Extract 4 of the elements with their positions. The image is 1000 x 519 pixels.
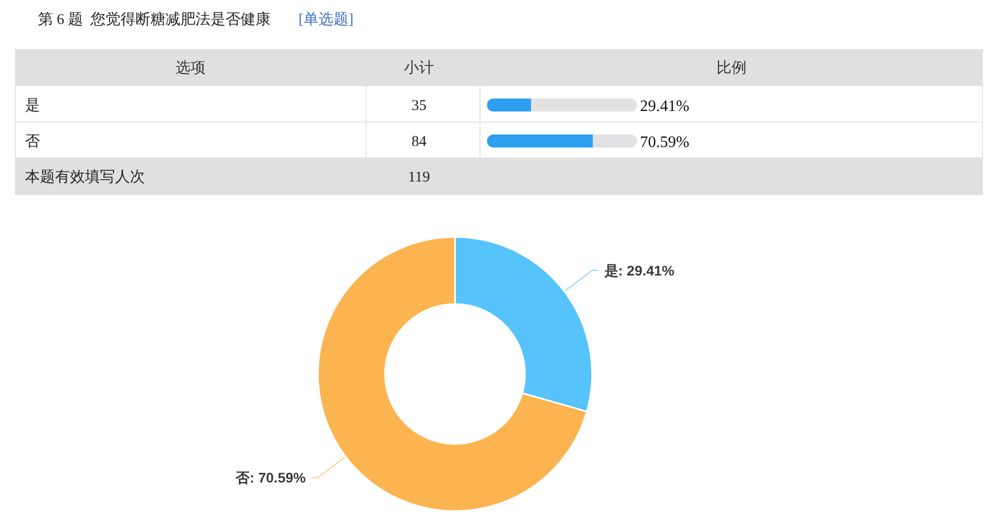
title: 第 6 题 您觉得断糖减肥法是否健康 (38, 12, 270, 28)
subtitle: [单选题] (298, 12, 354, 28)
count: 35 (412, 98, 426, 114)
count: 84 (412, 134, 426, 150)
